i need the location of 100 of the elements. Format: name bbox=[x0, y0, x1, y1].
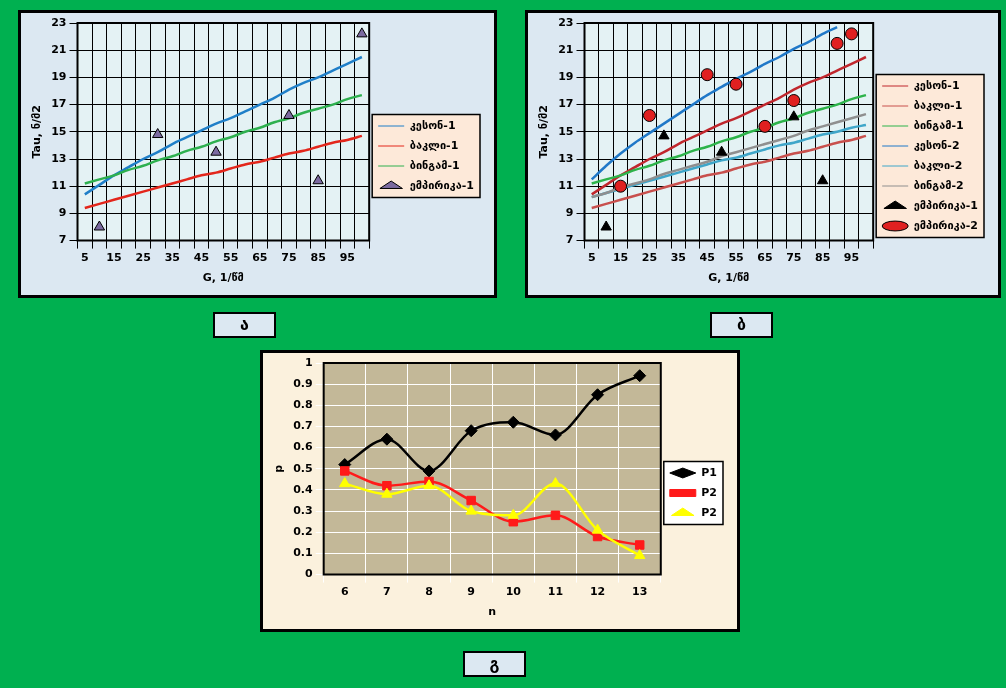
x-axis-title: n bbox=[488, 605, 497, 619]
y-axis-title: Tau, ნ/მ2 bbox=[30, 105, 44, 159]
x-tick-label: 75 bbox=[786, 251, 802, 265]
x-tick-label: 15 bbox=[106, 251, 122, 265]
x-axis-title: G, 1/წმ bbox=[708, 271, 750, 285]
line-series bbox=[83, 134, 364, 210]
y-tick-label: 11 bbox=[51, 179, 67, 193]
legend-label: P2 bbox=[701, 485, 717, 499]
y-tick-label: 11 bbox=[558, 179, 574, 193]
y-tick-label: 0.3 bbox=[293, 503, 313, 517]
x-tick-label: 25 bbox=[641, 251, 658, 265]
y-tick-label: 0.2 bbox=[293, 525, 313, 539]
x-tick-label: 15 bbox=[612, 251, 629, 265]
point bbox=[787, 94, 801, 108]
point bbox=[550, 510, 561, 521]
point bbox=[634, 549, 646, 560]
legend-label: ბაკლი-1 bbox=[913, 98, 963, 112]
legend-label: ბაკლი-2 bbox=[913, 158, 963, 172]
line-series bbox=[590, 134, 868, 210]
point bbox=[466, 495, 476, 506]
legend-label: კესონ-1 bbox=[409, 118, 456, 132]
x-tick-label: 25 bbox=[135, 251, 151, 265]
x-tick-label: 45 bbox=[193, 251, 210, 265]
y-tick-label: 19 bbox=[51, 70, 67, 84]
x-tick-label: 9 bbox=[467, 585, 475, 599]
y-tick-label: 23 bbox=[558, 15, 574, 29]
legend-label: ბინგამ-2 bbox=[913, 178, 964, 192]
legend-label: ბაკლი-1 bbox=[409, 138, 459, 152]
point bbox=[381, 487, 393, 498]
text: გ bbox=[463, 651, 526, 677]
y-tick-label: 15 bbox=[558, 124, 574, 138]
point bbox=[93, 220, 106, 231]
x-tick-label: 35 bbox=[670, 251, 686, 265]
point bbox=[507, 508, 519, 519]
point bbox=[845, 27, 859, 41]
x-tick-label: 55 bbox=[222, 251, 239, 265]
legend-label: ემპირიკა-2 bbox=[913, 218, 979, 232]
x-tick-label: 7 bbox=[383, 585, 391, 599]
y-tick-label: 9 bbox=[565, 206, 574, 220]
y-tick-label: 0 bbox=[305, 567, 314, 581]
y-tick-label: 17 bbox=[558, 97, 574, 111]
point bbox=[658, 129, 670, 140]
point bbox=[152, 128, 164, 139]
point bbox=[600, 220, 612, 231]
point bbox=[700, 68, 714, 82]
point bbox=[380, 432, 394, 446]
legend-label: P1 bbox=[701, 465, 717, 479]
point bbox=[548, 428, 562, 442]
legend-label: ემპირიკა-1 bbox=[409, 178, 475, 192]
y-tick-label: 0.9 bbox=[293, 377, 313, 391]
line-series bbox=[590, 55, 868, 196]
y-tick-label: 15 bbox=[51, 124, 67, 138]
y-tick-label: 7 bbox=[58, 233, 67, 247]
text: ბ bbox=[710, 312, 773, 338]
legend-label: P2 bbox=[701, 505, 717, 519]
line-series bbox=[83, 93, 364, 185]
y-tick-label: 0.1 bbox=[293, 546, 313, 560]
x-tick-label: 11 bbox=[547, 585, 564, 599]
x-tick-label: 95 bbox=[843, 251, 860, 265]
y-tick-label: 1 bbox=[305, 355, 313, 369]
line-series bbox=[590, 25, 839, 181]
y-tick-label: 13 bbox=[51, 151, 67, 165]
x-tick-label: 85 bbox=[310, 251, 326, 265]
x-tick-label: 8 bbox=[425, 585, 433, 599]
point bbox=[788, 110, 800, 121]
point bbox=[758, 119, 772, 133]
x-tick-label: 85 bbox=[815, 251, 831, 265]
y-tick-label: 9 bbox=[58, 206, 67, 220]
x-tick-label: 10 bbox=[505, 585, 522, 599]
y-tick-label: 23 bbox=[51, 15, 67, 29]
y-tick-label: 0.5 bbox=[293, 461, 313, 475]
y-tick-label: 21 bbox=[558, 43, 574, 57]
y-tick-label: 0.8 bbox=[293, 398, 313, 412]
x-tick-label: 75 bbox=[281, 251, 297, 265]
x-tick-label: 65 bbox=[757, 251, 773, 265]
point bbox=[339, 477, 351, 488]
y-tick-label: 7 bbox=[565, 233, 574, 247]
x-tick-label: 35 bbox=[164, 251, 180, 265]
point bbox=[715, 145, 728, 156]
x-tick-label: 45 bbox=[699, 251, 715, 265]
text: ა bbox=[213, 312, 276, 338]
point bbox=[591, 523, 604, 534]
point bbox=[549, 477, 562, 488]
y-tick-label: 19 bbox=[558, 70, 574, 84]
y-tick-label: 0.4 bbox=[293, 482, 314, 496]
x-tick-label: 65 bbox=[252, 251, 268, 265]
line-series bbox=[590, 93, 868, 185]
line-series bbox=[83, 55, 364, 196]
point bbox=[422, 464, 436, 478]
legend-label: ემპირიკა-1 bbox=[913, 198, 979, 212]
point bbox=[464, 424, 478, 438]
legend-label: კესონ-2 bbox=[913, 138, 960, 152]
point bbox=[382, 480, 392, 491]
point bbox=[634, 540, 645, 550]
y-tick-label: 13 bbox=[558, 151, 574, 165]
legend-label: ბინგამ-1 bbox=[409, 158, 460, 172]
point bbox=[210, 145, 222, 156]
point bbox=[591, 388, 605, 402]
x-axis-title: G, 1/წმ bbox=[202, 271, 244, 285]
point bbox=[642, 108, 656, 122]
